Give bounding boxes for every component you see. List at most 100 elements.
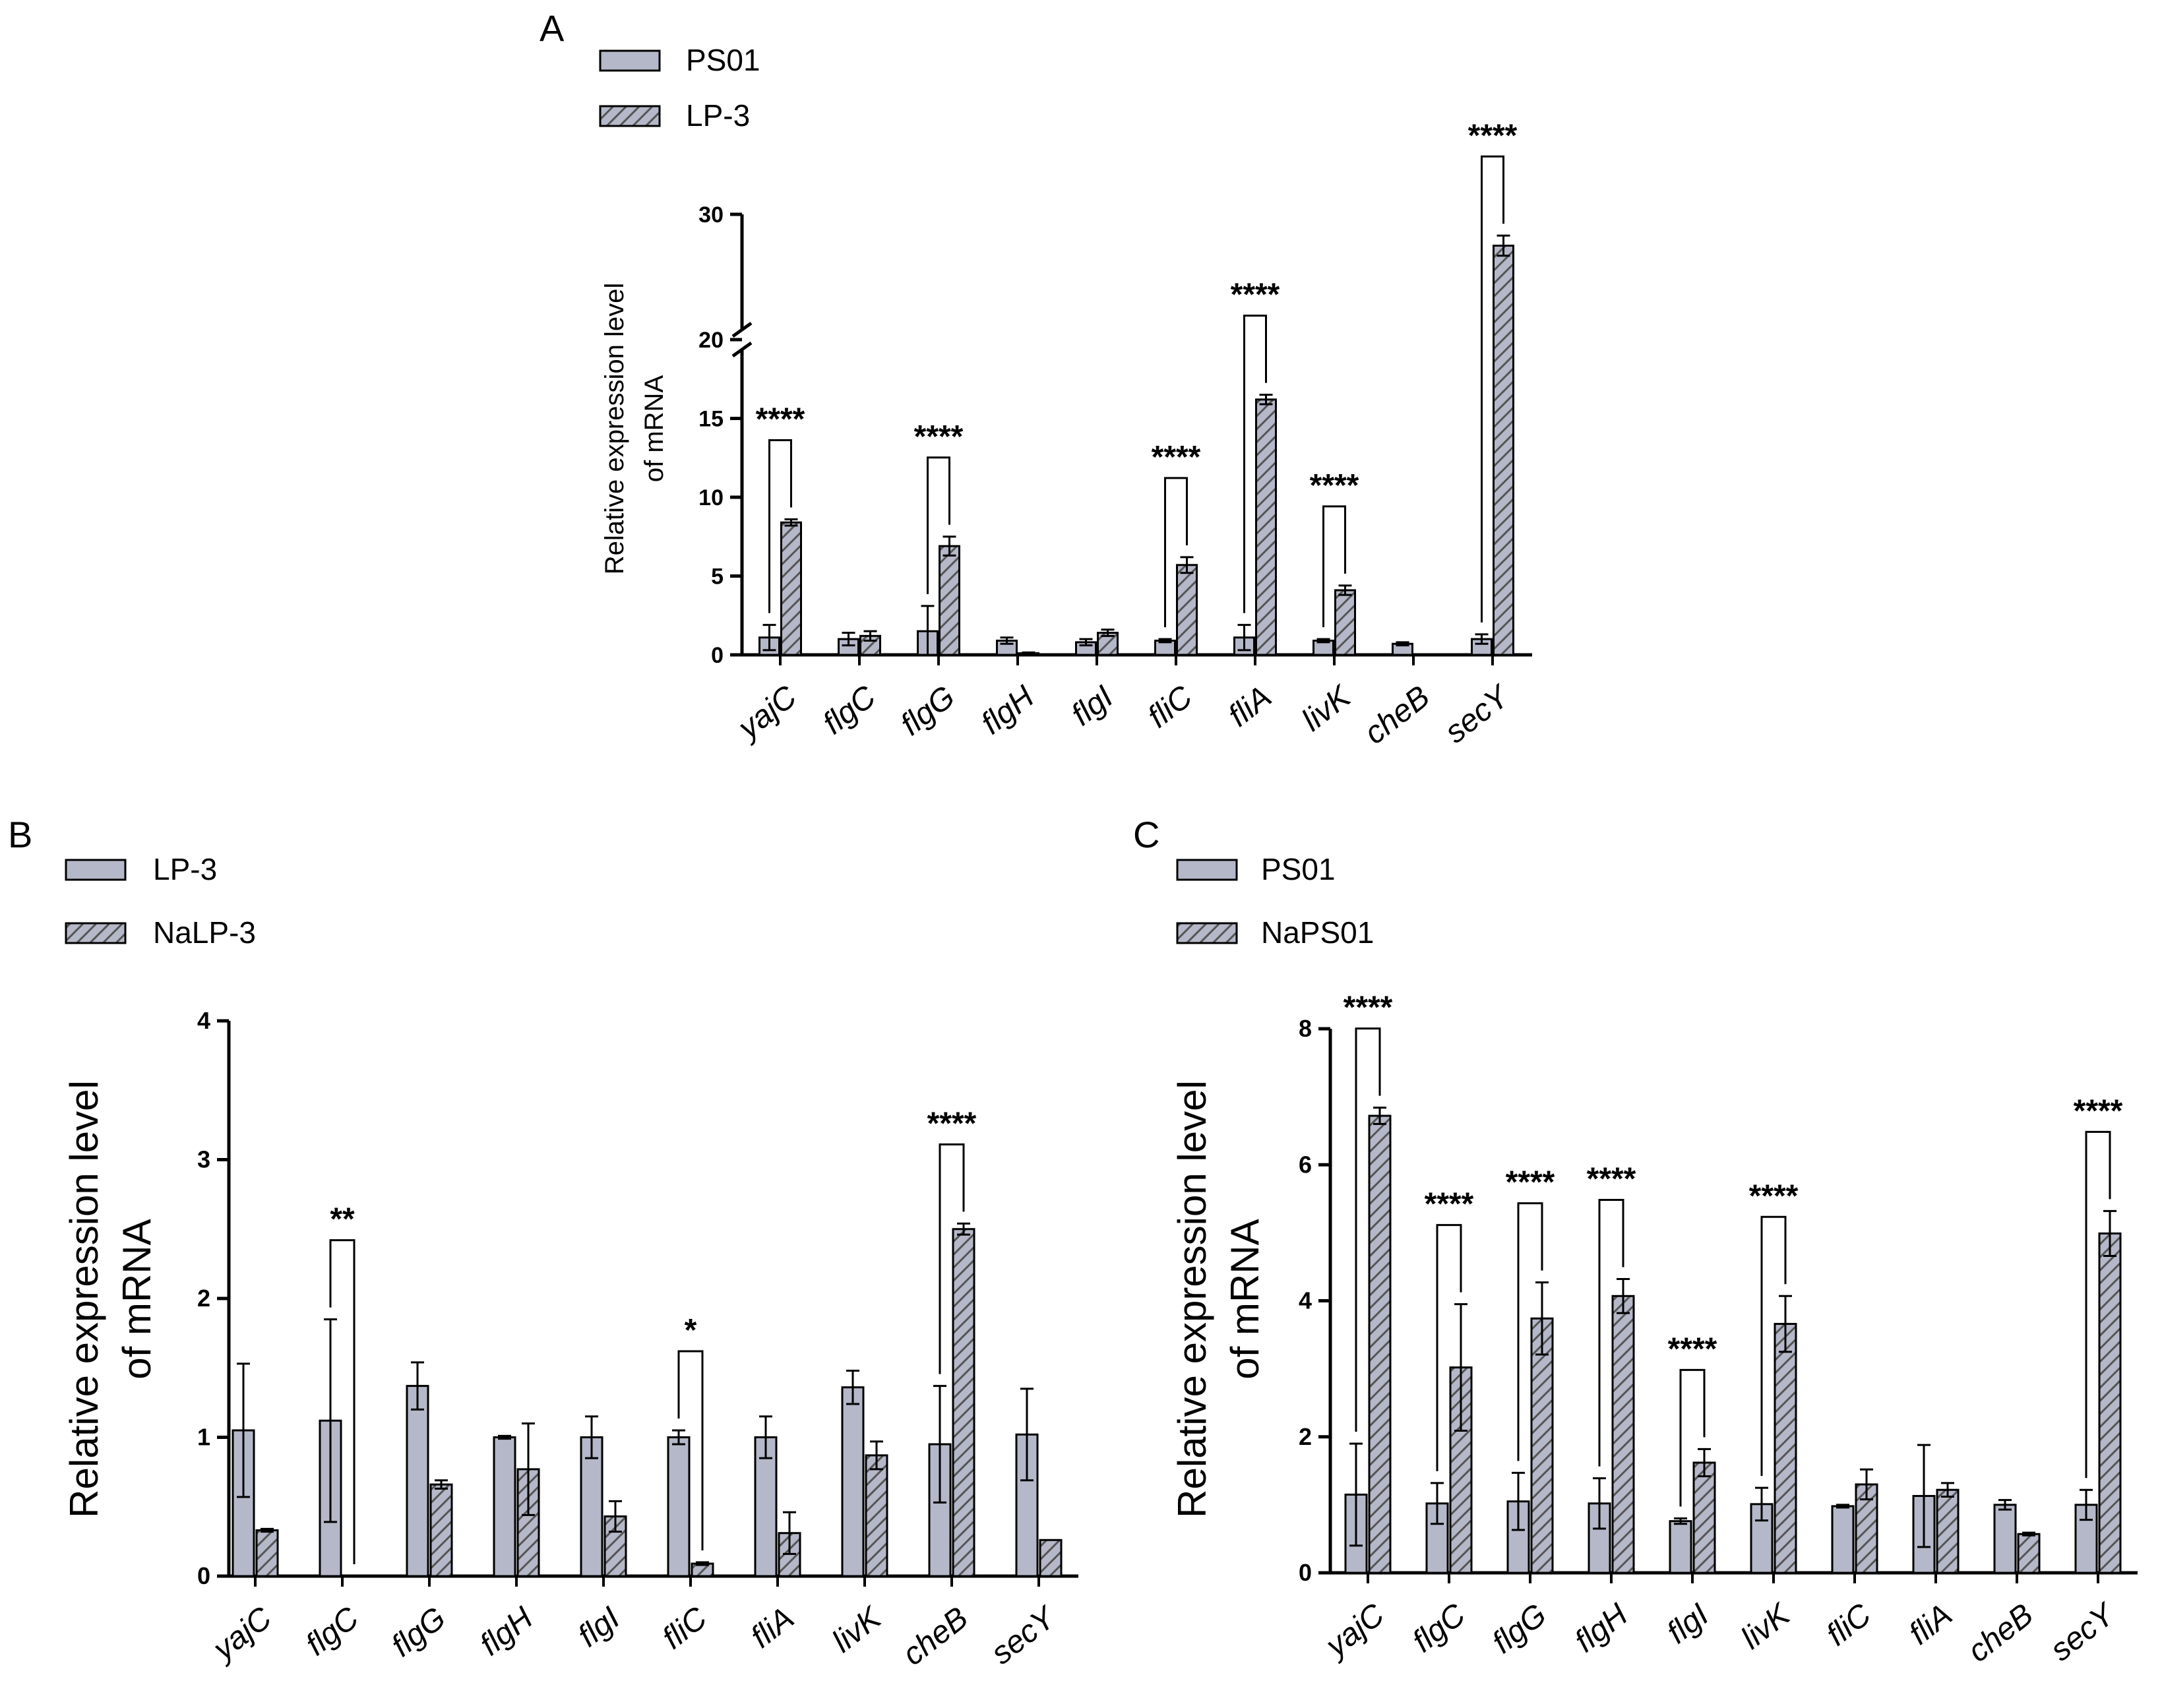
y-tick-label: 15 <box>698 407 724 432</box>
x-category-label: fliC <box>1142 679 1200 735</box>
legend-label-2: NaLP-3 <box>153 915 256 950</box>
legend-swatch-solid <box>65 859 127 881</box>
y-axis-break-mark <box>731 321 753 338</box>
significance-label: **** <box>914 419 964 454</box>
y-tick-label: 0 <box>1299 1559 1312 1586</box>
bar-lp-3-flgG <box>406 1385 429 1577</box>
significance-label: **** <box>1231 278 1280 313</box>
legend-swatch-solid <box>1176 859 1238 881</box>
bar-ps01-fliA <box>1233 636 1255 656</box>
y-tick-label: 0 <box>711 643 724 668</box>
x-category-label: fliA <box>745 1601 801 1655</box>
x-category-label: secY <box>985 1599 1063 1671</box>
x-category-label: flgG <box>1486 1597 1553 1661</box>
bar-lp-3-fliA <box>1255 398 1277 656</box>
bar-nalp-3-yajC <box>255 1529 279 1577</box>
panel-c-chart: C PS01 NaPS01 Relative expression level of m… <box>1133 814 2138 1669</box>
significance-label: **** <box>1152 440 1201 475</box>
y-axis-label-line2: of mRNA <box>1223 1219 1267 1379</box>
bar-lp-3-fliC <box>1176 564 1198 656</box>
bar-lp-3-cheB <box>928 1443 952 1577</box>
significance-label: **** <box>1749 1178 1799 1213</box>
x-category-label: flgH <box>975 679 1041 742</box>
y-tick-label: 8 <box>1299 1015 1312 1042</box>
y-tick-label: 4 <box>1299 1287 1312 1314</box>
bar-nalp-3-flgH <box>516 1468 540 1577</box>
y-axis-label-line2: of mRNA <box>115 1219 159 1379</box>
x-category-label: flgI <box>572 1601 627 1654</box>
significance-bracket <box>1598 1199 1624 1467</box>
bar-lp-3-livK <box>1334 589 1356 656</box>
legend-label-1: PS01 <box>686 43 760 77</box>
panel-a-chart: A PS01 LP-3 Relative expression level of mRN… <box>540 7 1532 751</box>
x-category-label: flgG <box>894 679 962 743</box>
significance-bracket <box>329 1239 355 1564</box>
bar-ps01-fliC <box>1831 1505 1855 1574</box>
x-category-label: flgI <box>1661 1597 1715 1651</box>
legend-label-1: PS01 <box>1261 852 1336 886</box>
y-tick-label: 5 <box>711 564 724 590</box>
x-category-label: yajC <box>1318 1597 1391 1665</box>
bar-nalp-3-cheB <box>952 1228 975 1577</box>
x-category-label: flgC <box>299 1601 365 1663</box>
x-category-label: livK <box>826 1600 888 1660</box>
significance-bracket <box>1436 1224 1462 1471</box>
bar-ps01-flgI <box>1669 1520 1692 1574</box>
significance-bracket <box>1322 505 1346 628</box>
bar-naps01-flgI <box>1692 1461 1716 1574</box>
bar-ps01-flgG <box>1506 1500 1530 1574</box>
x-category-label: cheB <box>896 1601 975 1672</box>
panel-b-letter: B <box>8 814 32 855</box>
significance-bracket <box>1517 1202 1543 1461</box>
legend-swatch-hatched <box>1176 922 1238 944</box>
significance-label: ** <box>330 1202 355 1237</box>
y-tick-label: 4 <box>197 1007 210 1034</box>
y-tick-label: 3 <box>197 1146 210 1173</box>
significance-bracket <box>927 456 950 594</box>
y-axis-label-line1: Relative expression level <box>62 1080 106 1518</box>
y-axis-label-line1: Relative expression level <box>1170 1080 1214 1518</box>
x-category-label: livK <box>1295 679 1358 739</box>
significance-bracket <box>939 1143 965 1374</box>
legend-label-2: NaPS01 <box>1261 915 1374 950</box>
bar-lp-3-livK <box>841 1386 865 1577</box>
bar-lp-3-secY <box>1493 245 1514 656</box>
bar-nalp-3-secY <box>1039 1539 1063 1577</box>
y-tick-label: 20 <box>698 328 724 353</box>
significance-label: * <box>685 1313 697 1348</box>
x-category-label: fliA <box>1903 1597 1959 1652</box>
bar-lp-3-flgH <box>493 1436 516 1577</box>
x-category-label: fliA <box>1222 679 1278 734</box>
y-tick-label: 6 <box>1299 1151 1312 1178</box>
significance-label: **** <box>1310 468 1359 503</box>
bar-lp-3-flgG <box>939 545 960 656</box>
y-tick-label: 1 <box>197 1424 210 1451</box>
bar-naps01-flgG <box>1530 1317 1554 1574</box>
significance-bracket <box>1760 1215 1787 1477</box>
significance-label: **** <box>1668 1331 1717 1366</box>
bar-ps01-cheB <box>1993 1504 2017 1574</box>
significance-bracket <box>1679 1368 1706 1507</box>
significance-label: **** <box>1425 1187 1474 1222</box>
bar-nalp-3-livK <box>865 1454 888 1577</box>
significance-label: **** <box>927 1106 977 1141</box>
significance-bracket <box>1164 477 1188 628</box>
significance-bracket <box>2085 1130 2111 1479</box>
significance-bracket <box>1481 155 1504 623</box>
x-category-label: secY <box>2044 1596 2122 1668</box>
y-axis-label-line2: of mRNA <box>640 375 669 483</box>
significance-bracket <box>1355 1027 1381 1432</box>
significance-label: **** <box>1344 991 1393 1025</box>
legend-swatch-hatched <box>65 922 127 944</box>
x-category-label: flgC <box>1406 1597 1472 1660</box>
significance-bracket <box>1243 315 1267 613</box>
x-category-label: cheB <box>1961 1597 2040 1669</box>
bar-naps01-livK <box>1774 1323 1797 1574</box>
significance-label: **** <box>1506 1165 1555 1200</box>
bar-naps01-fliA <box>1936 1488 1960 1574</box>
x-category-label: flgH <box>474 1601 540 1663</box>
significance-bracket <box>677 1350 704 1550</box>
bar-naps01-flgH <box>1611 1295 1635 1574</box>
x-category-label: fliC <box>1820 1597 1878 1653</box>
legend-label-1: LP-3 <box>153 852 217 886</box>
